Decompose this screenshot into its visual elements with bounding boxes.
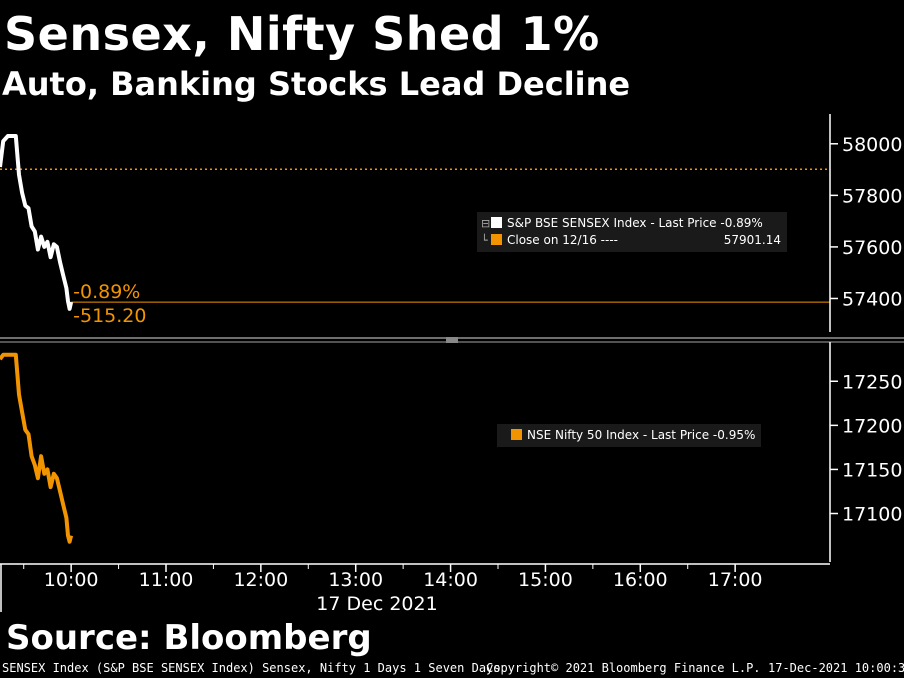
x-tick-label: 16:00: [613, 569, 668, 591]
sensex-series-line: [0, 134, 74, 311]
legend-entry-label: Close on 12/16 ----: [507, 233, 618, 247]
y-tick-label: 17200: [842, 415, 902, 437]
nifty-series-line: [0, 352, 74, 544]
y-tick-label: 58000: [842, 134, 902, 156]
x-date-label: 17 Dec 2021: [316, 593, 437, 615]
x-tick-label: 17:00: [708, 569, 763, 591]
legend-entry-label: S&P BSE SENSEX Index - Last Price -0.89%: [507, 216, 763, 230]
legend-box-nifty: [497, 424, 761, 447]
chart-title: Sensex, Nifty Shed 1%: [4, 7, 600, 61]
y-tick-label: 17150: [842, 459, 902, 481]
x-tick-label: 14:00: [423, 569, 478, 591]
legend-entry-label: NSE Nifty 50 Index - Last Price -0.95%: [527, 428, 755, 442]
footer-description: SENSEX Index (S&P BSE SENSEX Index) Sens…: [2, 661, 501, 675]
x-tick-label: 12:00: [233, 569, 288, 591]
legend-collapse-icon: ⊟: [481, 217, 490, 230]
legend-tree-icon: └: [481, 233, 488, 247]
legend-box-sensex: [477, 212, 787, 252]
source-label: Source: Bloomberg: [6, 618, 372, 658]
legend-swatch: [511, 429, 522, 440]
y-tick-label: 57800: [842, 185, 902, 207]
y-tick-label: 57400: [842, 288, 902, 310]
x-tick-label: 11:00: [139, 569, 194, 591]
x-tick-label: 13:00: [328, 569, 383, 591]
legend-swatch: [491, 217, 502, 228]
legend-swatch: [491, 234, 502, 245]
legend-entry-value: 57901.14: [724, 233, 781, 247]
change-percent-label: -0.89%: [73, 281, 140, 303]
y-tick-label: 57600: [842, 237, 902, 259]
footer-copyright: Copyright© 2021 Bloomberg Finance L.P.: [486, 661, 761, 675]
footer-timestamp: 17-Dec-2021 10:00:36: [768, 661, 904, 675]
y-tick-label: 17250: [842, 371, 902, 393]
x-tick-label: 15:00: [518, 569, 573, 591]
chart-subtitle: Auto, Banking Stocks Lead Decline: [2, 65, 631, 103]
x-tick-label: 10:00: [44, 569, 99, 591]
panel-divider-handle: [446, 337, 458, 343]
y-tick-label: 17100: [842, 504, 902, 526]
change-absolute-label: -515.20: [73, 305, 146, 327]
